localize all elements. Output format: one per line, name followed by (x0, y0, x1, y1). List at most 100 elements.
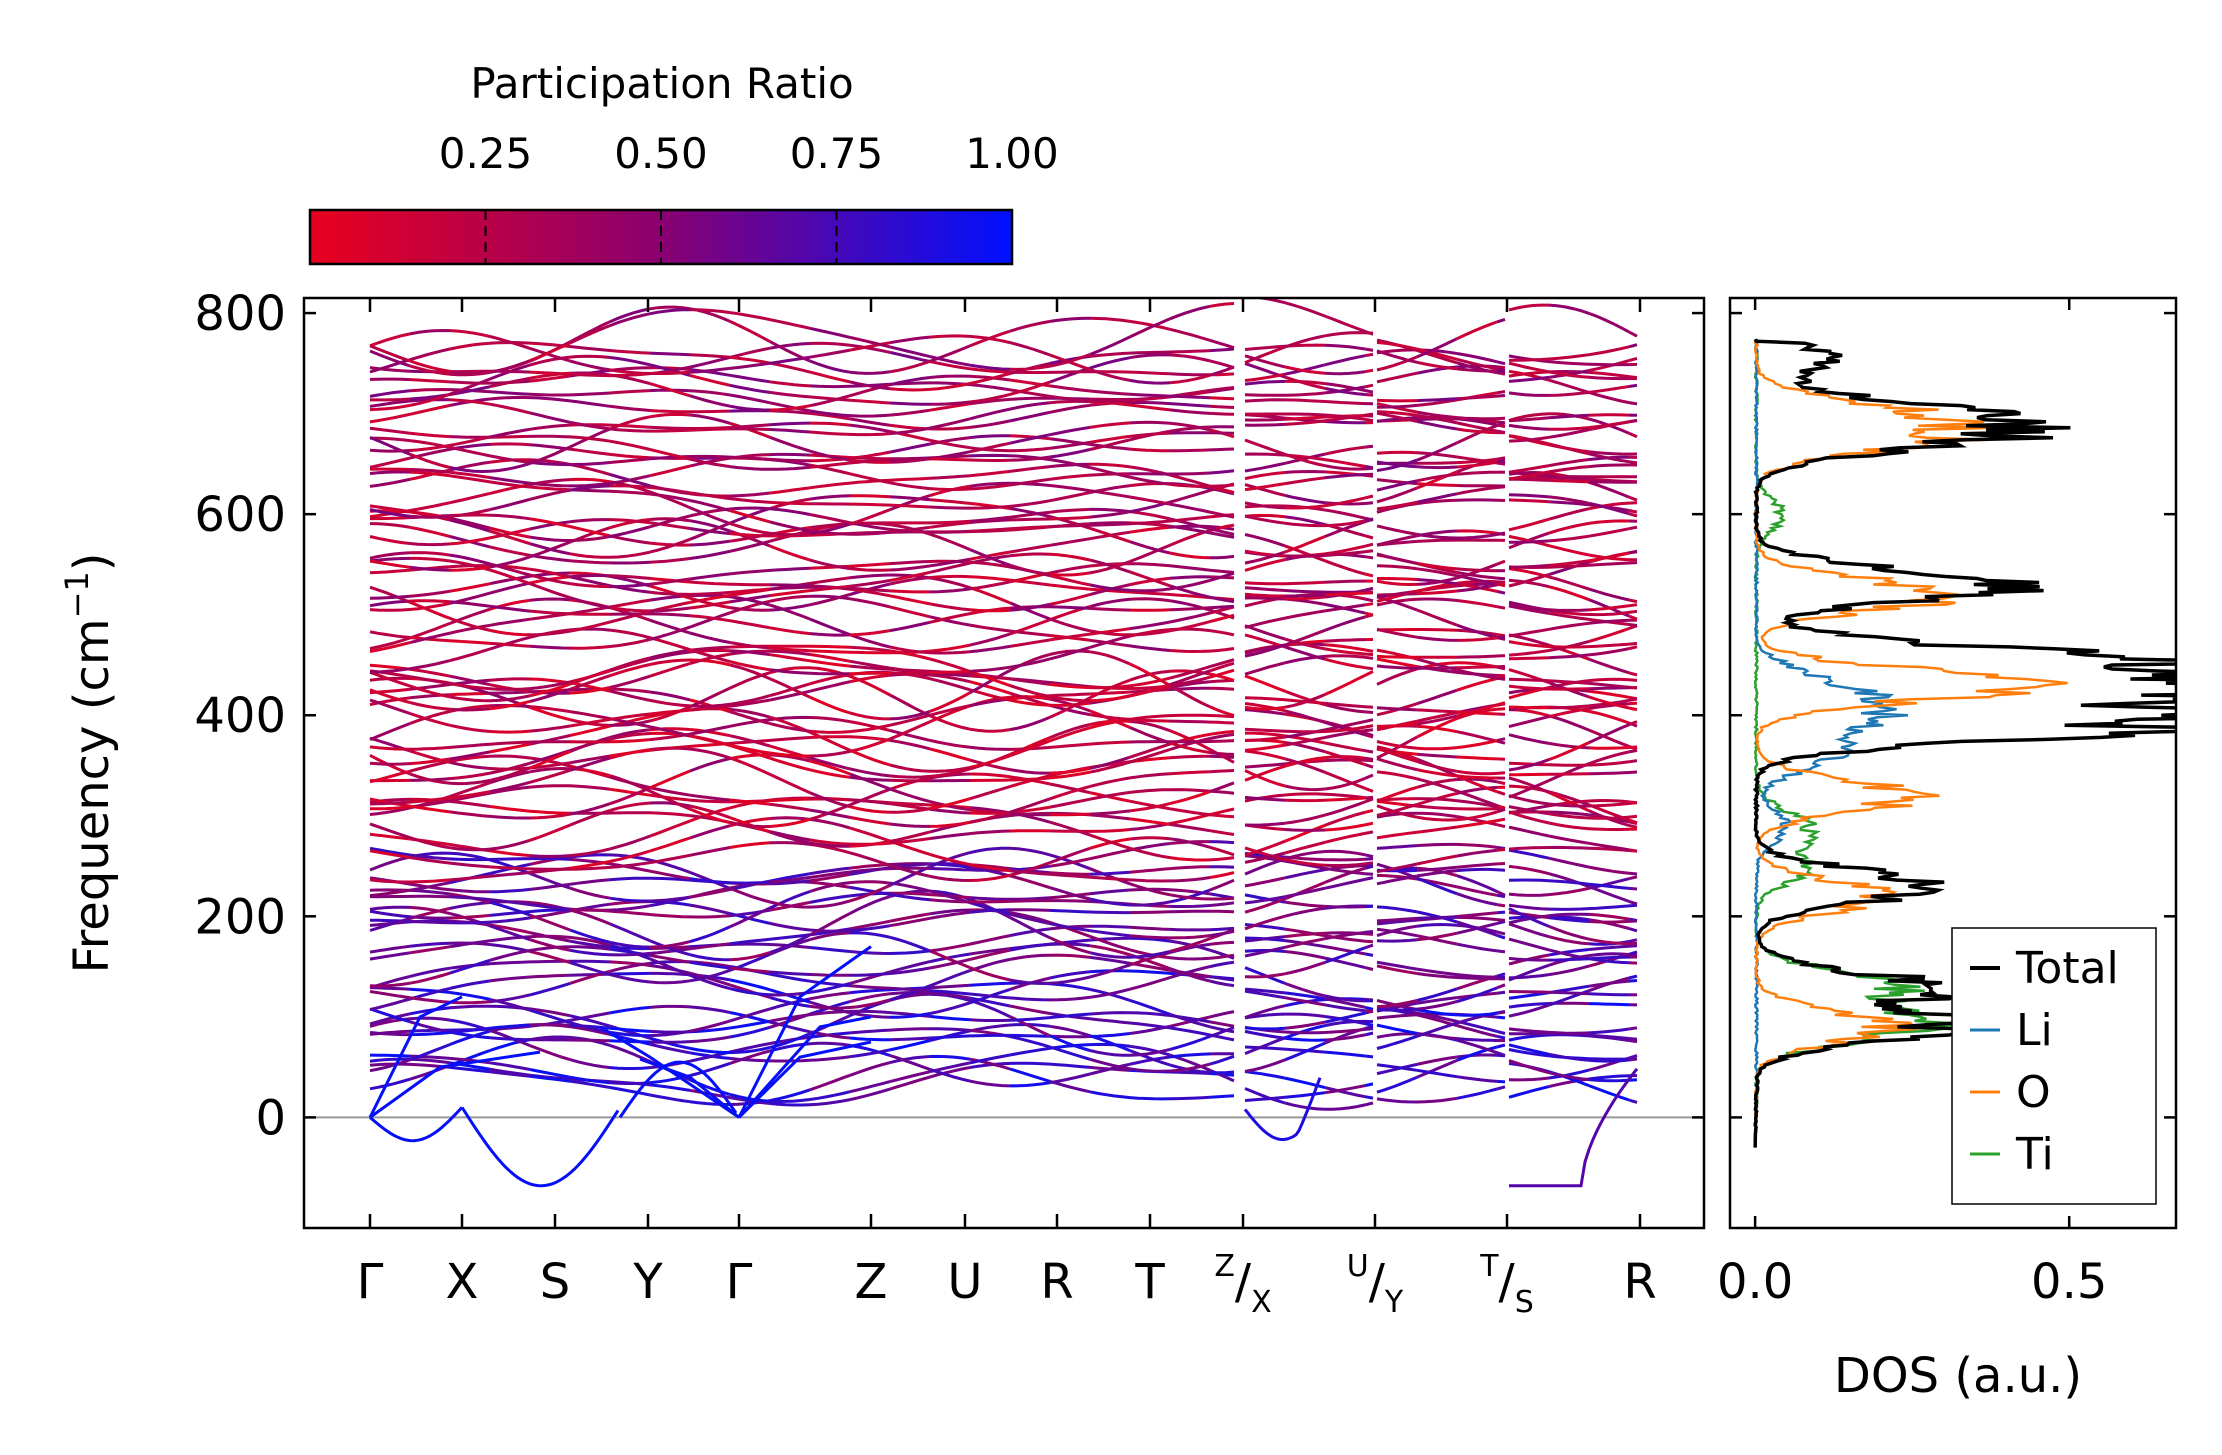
phonon-band (449, 723, 491, 733)
phonon-band (729, 1011, 771, 1024)
phonon-band (1049, 892, 1091, 900)
phonon-band (649, 577, 691, 586)
phonon-band (1324, 343, 1366, 351)
phonon-band (1129, 676, 1171, 688)
phonon-band (1496, 1015, 1506, 1020)
phonon-band (1049, 462, 1091, 469)
phonon-band (569, 686, 611, 695)
phonon-band (1456, 1045, 1498, 1062)
phonon-band (1548, 790, 1590, 807)
phonon-band (1169, 680, 1211, 689)
phonon-band (1209, 571, 1235, 582)
phonon-band (769, 401, 811, 413)
phonon-band (1496, 780, 1506, 786)
phonon-band (409, 796, 451, 804)
phonon-band (729, 1056, 771, 1063)
phonon-band (809, 870, 851, 879)
phonon-band (1416, 419, 1458, 431)
phonon-band (1628, 848, 1638, 853)
phonon-band (1049, 797, 1091, 809)
phonon-band (1324, 877, 1366, 890)
phonon-band (569, 878, 611, 886)
phonon-band (1284, 452, 1326, 465)
phonon-band (1628, 919, 1638, 923)
y-axis-title-sup: −1 (58, 571, 96, 618)
phonon-band (1496, 1079, 1506, 1084)
phonon-band (489, 898, 531, 907)
phonon-band (969, 669, 1011, 695)
phonon-band (569, 754, 611, 765)
phonon-band (609, 423, 651, 429)
phonon-band (1089, 1042, 1131, 1048)
phonon-band (1548, 802, 1590, 808)
phonon-band (1588, 519, 1630, 525)
phonon-band (449, 958, 491, 975)
phonon-band (609, 719, 651, 727)
phonon-band (929, 874, 971, 882)
phonon-band (1169, 373, 1211, 385)
phonon-band (1089, 1032, 1131, 1038)
phonon-band (849, 562, 891, 568)
phonon-band (809, 348, 851, 359)
phonon-band (1376, 627, 1418, 639)
phonon-band (609, 349, 651, 355)
phonon-band (1244, 398, 1286, 403)
phonon-band (1049, 1062, 1091, 1069)
phonon-band (1364, 501, 1374, 505)
phonon-band (1588, 877, 1630, 890)
phonon-band (1496, 365, 1506, 370)
phonon-band (769, 682, 811, 698)
phonon-band (1548, 912, 1590, 918)
phonon-band (1169, 349, 1211, 354)
phonon-band (489, 766, 531, 771)
phonon-band (929, 561, 971, 574)
phonon-band (1364, 666, 1374, 671)
phonon-band (729, 539, 771, 553)
phonon-band (769, 756, 811, 772)
phonon-band (1089, 597, 1131, 609)
phonon-band (1284, 729, 1326, 734)
phonon-band (369, 358, 411, 374)
phonon-band (1496, 485, 1506, 489)
phonon-band (1089, 1049, 1131, 1057)
acoustic-branch (599, 1025, 740, 1119)
phonon-band (409, 392, 451, 407)
phonon-band (409, 757, 451, 766)
phonon-band (1548, 810, 1590, 817)
phonon-band (1628, 745, 1638, 749)
phonon-band (689, 968, 731, 983)
phonon-band (1376, 398, 1418, 403)
phonon-band (689, 1019, 731, 1033)
phonon-band (889, 960, 931, 974)
phonon-band (1376, 403, 1418, 409)
phonon-band (1548, 964, 1590, 977)
phonon-band (1416, 778, 1458, 789)
phonon-band (1009, 455, 1051, 462)
phonon-band (929, 1066, 971, 1079)
phonon-band (609, 518, 651, 525)
phonon-band (1548, 500, 1590, 507)
phonon-band (649, 612, 691, 618)
phonon-band (1548, 559, 1590, 567)
phonon-band (369, 594, 411, 600)
phonon-band (370, 397, 411, 402)
phonon-band (849, 1048, 891, 1059)
phonon-band (1548, 507, 1590, 521)
phonon-band (889, 774, 931, 779)
phonon-band (1169, 813, 1211, 826)
phonon-band (969, 453, 1011, 458)
phonon-band (1548, 886, 1590, 897)
phonon-band (1324, 520, 1366, 538)
phonon-band (1129, 788, 1171, 794)
phonon-band (1496, 737, 1506, 743)
phonon-band (809, 421, 851, 427)
phonon-band (449, 691, 491, 697)
phonon-band (1244, 514, 1286, 525)
phonon-band (1628, 645, 1638, 651)
phonon-band (1129, 726, 1171, 745)
phonon-band (1049, 820, 1091, 837)
phonon-band (1376, 916, 1418, 923)
phonon-band (1169, 904, 1211, 908)
phonon-band (1244, 581, 1285, 586)
phonon-band (529, 443, 571, 451)
